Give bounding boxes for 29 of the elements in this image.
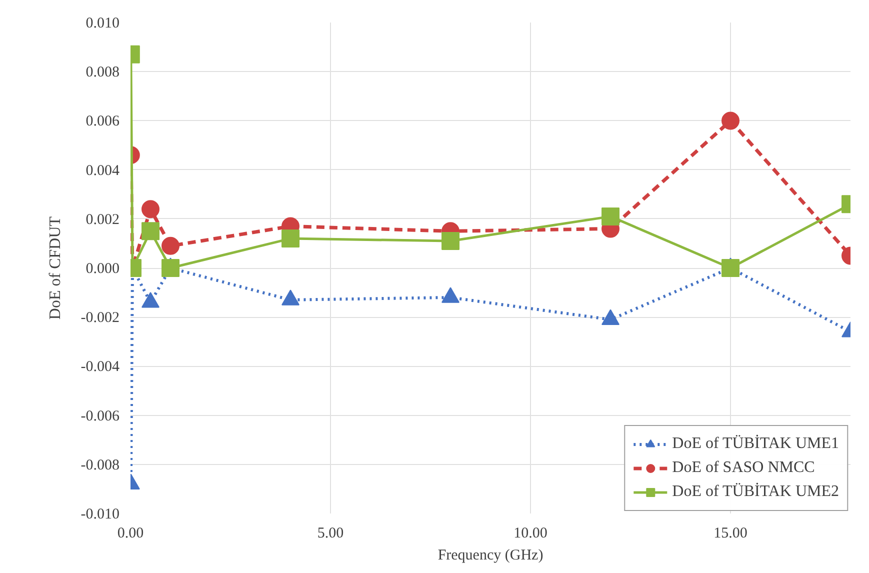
y-tick-label: -0.004 (80, 359, 120, 376)
x-tick-label: 10.00 (514, 526, 548, 542)
point (282, 230, 300, 248)
point (142, 222, 160, 240)
y-tick-label: 0.004 (86, 162, 120, 179)
point (602, 207, 620, 226)
x-tick-label: 15.00 (714, 526, 748, 542)
legend-label: DoE of TÜBİTAK UME2 (672, 483, 839, 501)
x-tick-label: 0.00 (117, 526, 144, 542)
y-tick-label: -0.002 (80, 310, 120, 326)
y-tick-label: -0.008 (80, 457, 120, 474)
y-tick-label: 0.000 (86, 261, 120, 277)
y-tick-label: 0.008 (86, 64, 120, 81)
x-axis-title: Frequency (GHz) (438, 548, 544, 564)
y-tick-label: 0.010 (86, 16, 120, 32)
point (162, 236, 180, 255)
point (162, 259, 180, 277)
point (722, 259, 740, 277)
y-tick-label: 0.006 (86, 114, 120, 130)
point (442, 232, 460, 250)
x-tick-label: 5.00 (317, 526, 344, 542)
legend-label: DoE of TÜBİTAK UME1 (672, 435, 839, 453)
point (722, 112, 740, 130)
y-tick-label: 0.002 (86, 212, 120, 228)
legend-label: DoE of SASO NMCC (672, 459, 815, 477)
y-axis-title: DoE of CFDUT (46, 216, 64, 320)
y-tick-label: -0.006 (80, 408, 120, 424)
point (142, 200, 160, 218)
y-tick-label: -0.010 (80, 506, 120, 522)
